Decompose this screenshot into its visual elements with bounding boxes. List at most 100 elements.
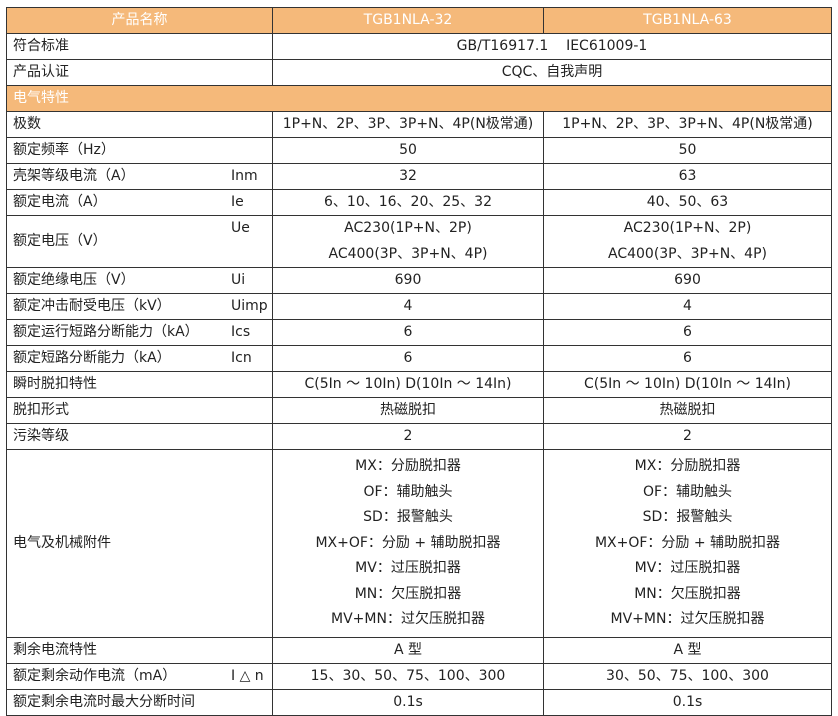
table-row: 额定短路分断能力（kA） Icn 6 6 bbox=[6, 345, 832, 372]
value-63: 6 bbox=[543, 345, 832, 372]
value-32: AC230(1P+N、2P) AC400(3P、3P+N、4P) bbox=[272, 215, 544, 268]
row-label-cell: 脱扣形式 bbox=[6, 397, 273, 424]
row-label: 额定冲击耐受电压（kV） bbox=[13, 298, 171, 314]
row-label-cell: 额定剩余动作电流（mA） I △ n bbox=[6, 662, 273, 690]
value-32: 6 bbox=[272, 345, 544, 372]
row-label: 壳架等级电流（A） bbox=[13, 168, 135, 184]
table-row: 额定电流（A） Ie 6、10、16、20、25、32 40、50、63 bbox=[6, 189, 832, 216]
table-row: 壳架等级电流（A） Inm 32 63 bbox=[6, 163, 832, 190]
row-label: 极数 bbox=[13, 116, 41, 132]
row-label-cell: 额定剩余电流时最大分断时间 bbox=[6, 688, 273, 716]
header-col1: TGB1NLA-32 bbox=[272, 7, 544, 34]
table-row: 额定冲击耐受电压（kV） Uimp 4 4 bbox=[6, 293, 832, 320]
row-label-cell: 剩余电流特性 bbox=[6, 636, 273, 664]
header-name: 产品名称 bbox=[6, 7, 273, 34]
table-row: 脱扣形式 热磁脱扣 热磁脱扣 bbox=[6, 397, 832, 424]
table-row: 额定绝缘电压（V） Ui 690 690 bbox=[6, 267, 832, 294]
row-label-cell: 极数 bbox=[6, 111, 273, 138]
value-63: 50 bbox=[543, 137, 832, 164]
value-line: MX+OF：分励 + 辅助脱扣器 bbox=[594, 534, 781, 551]
value-32: 50 bbox=[272, 137, 544, 164]
value-32: 4 bbox=[272, 293, 544, 320]
value-63: 63 bbox=[543, 163, 832, 190]
value-32: 690 bbox=[272, 267, 544, 294]
row-label-cell: 污染等级 bbox=[6, 423, 273, 450]
value-63: 0.1s bbox=[543, 688, 832, 716]
value-line: AC230(1P+N、2P) bbox=[344, 220, 472, 236]
value-63: 2 bbox=[543, 423, 832, 450]
value-32: 0.1s bbox=[272, 688, 544, 716]
value-32: A 型 bbox=[272, 636, 544, 664]
value-32: 6 bbox=[272, 319, 544, 346]
cert-value: CQC、自我声明 bbox=[272, 59, 832, 86]
header-row: 产品名称 TGB1NLA-32 TGB1NLA-63 bbox=[6, 7, 832, 34]
row-label: 额定电压（V） bbox=[13, 233, 107, 249]
value-63: 30、50、75、100、300 bbox=[543, 662, 832, 690]
value-line: MN：欠压脱扣器 bbox=[354, 585, 462, 602]
value-line: SD：报警触头 bbox=[363, 509, 453, 525]
value-line: OF：辅助触头 bbox=[642, 483, 733, 500]
row-label: 额定电流（A） bbox=[13, 194, 107, 210]
row-label: 瞬时脱扣特性 bbox=[13, 376, 97, 392]
row-symbol: Ie bbox=[231, 194, 244, 210]
cert-label: 产品认证 bbox=[6, 59, 273, 86]
row-label: 额定频率（Hz） bbox=[13, 142, 115, 158]
row-label: 额定绝缘电压（V） bbox=[13, 272, 135, 288]
row-label-cell: 额定运行短路分断能力（kA） Ics bbox=[6, 319, 273, 346]
row-symbol: Ui bbox=[231, 272, 246, 288]
table-row: 瞬时脱扣特性 C(5In ～ 10In) D(10In ～ 14In) C(5In … bbox=[6, 371, 832, 398]
value-line: MN：欠压脱扣器 bbox=[634, 585, 741, 602]
row-label-cell: 壳架等级电流（A） Inm bbox=[6, 163, 273, 190]
row-label: 电气及机械附件 bbox=[13, 534, 111, 551]
row-label-cell: 额定电流（A） Ie bbox=[6, 189, 273, 216]
table-row: 额定剩余动作电流（mA） I △ n 15、30、50、75、100、300 30、5… bbox=[6, 662, 832, 690]
table-row: 额定电压（V） Ue AC230(1P+N、2P) AC400(3P、3P+N、4P)… bbox=[6, 215, 832, 268]
value-63: 1P+N、2P、3P、3P+N、4P(N极常通) bbox=[543, 111, 832, 138]
value-32: MX：分励脱扣器 OF：辅助触头 SD：报警触头 MX+OF：分励 + 辅助脱扣器 MV… bbox=[272, 449, 544, 638]
value-63: A 型 bbox=[543, 636, 832, 664]
value-32: 热磁脱扣 bbox=[272, 397, 544, 424]
value-63: 热磁脱扣 bbox=[543, 397, 832, 424]
value-line: AC230(1P+N、2P) bbox=[623, 220, 752, 236]
row-label: 脱扣形式 bbox=[13, 402, 69, 418]
row-label-cell: 瞬时脱扣特性 bbox=[6, 371, 273, 398]
row-label: 额定剩余电流时最大分断时间 bbox=[13, 693, 195, 710]
value-32: 2 bbox=[272, 423, 544, 450]
value-63: MX：分励脱扣器 OF：辅助触头 SD：报警触头 MX+OF：分励 + 辅助脱扣器 MV… bbox=[543, 449, 832, 638]
table-row: 污染等级 2 2 bbox=[6, 423, 832, 450]
value-63: 6 bbox=[543, 319, 832, 346]
cert-row: 产品认证 CQC、自我声明 bbox=[6, 59, 832, 86]
value-32: 6、10、16、20、25、32 bbox=[272, 189, 544, 216]
spec-table: 产品名称 TGB1NLA-32 TGB1NLA-63 符合标准 GB/T1691… bbox=[6, 7, 832, 716]
row-symbol: Inm bbox=[231, 168, 258, 184]
row-label-cell: 电气及机械附件 bbox=[6, 449, 273, 638]
row-symbol: Ue bbox=[231, 220, 250, 236]
header-col2: TGB1NLA-63 bbox=[543, 7, 832, 34]
row-label-cell: 额定绝缘电压（V） Ui bbox=[6, 267, 273, 294]
standard-label: 符合标准 bbox=[6, 33, 273, 60]
row-label: 额定运行短路分断能力（kA） bbox=[13, 324, 199, 340]
row-label-cell: 额定频率（Hz） bbox=[6, 137, 273, 164]
value-63: 4 bbox=[543, 293, 832, 320]
table-row: 额定剩余电流时最大分断时间 0.1s 0.1s bbox=[6, 688, 832, 716]
value-32: C(5In ～ 10In) D(10In ～ 14In) bbox=[272, 371, 544, 398]
row-symbol: I △ n bbox=[231, 667, 264, 684]
table-row: 电气及机械附件 MX：分励脱扣器 OF：辅助触头 SD：报警触头 MX+OF：分励 + … bbox=[6, 449, 832, 638]
value-line: AC400(3P、3P+N、4P) bbox=[607, 245, 767, 262]
value-32: 15、30、50、75、100、300 bbox=[272, 662, 544, 690]
value-63: AC230(1P+N、2P) AC400(3P、3P+N、4P) bbox=[543, 215, 832, 268]
value-63: C(5In ～ 10In) D(10In ～ 14In) bbox=[543, 371, 832, 398]
row-symbol: Ics bbox=[231, 324, 251, 340]
row-label-cell: 额定短路分断能力（kA） Icn bbox=[6, 345, 273, 372]
value-32: 1P+N、2P、3P、3P+N、4P(N极常通) bbox=[272, 111, 544, 138]
value-line: OF：辅助触头 bbox=[363, 483, 453, 500]
value-line: MV：过压脱扣器 bbox=[634, 560, 741, 576]
section-title: 电气特性 bbox=[6, 85, 832, 112]
row-label: 额定剩余动作电流（mA） bbox=[13, 667, 177, 684]
value-line: MV+MN：过欠压脱扣器 bbox=[331, 611, 485, 627]
table-row: 额定运行短路分断能力（kA） Ics 6 6 bbox=[6, 319, 832, 346]
value-line: MV：过压脱扣器 bbox=[355, 560, 461, 576]
row-label: 额定短路分断能力（kA） bbox=[13, 350, 171, 366]
value-63: 40、50、63 bbox=[543, 189, 832, 216]
